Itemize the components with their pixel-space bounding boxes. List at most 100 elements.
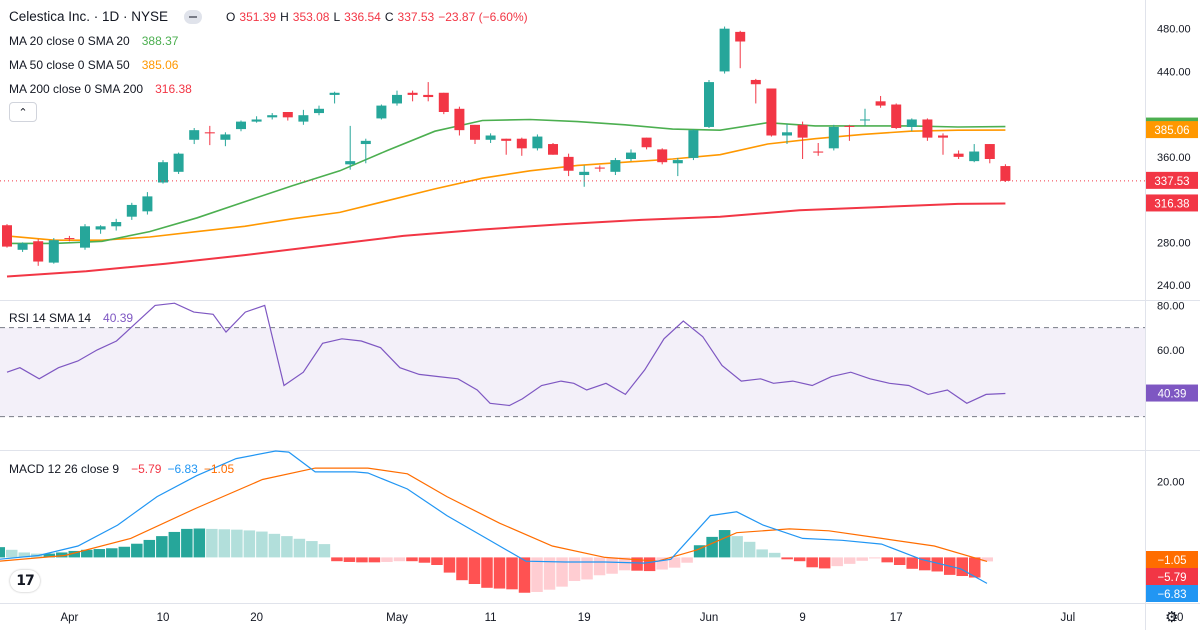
macd-histogram-bar <box>693 545 706 558</box>
collapse-indicators-button[interactable]: ⌃ <box>9 102 37 122</box>
candle-body <box>314 108 324 114</box>
ma200-line <box>6 202 1006 278</box>
time-tick-label: 17 <box>890 612 903 624</box>
macd-histogram-bar <box>918 557 931 571</box>
macd-histogram-bar <box>556 557 568 587</box>
macd-histogram-bar <box>931 557 943 572</box>
rsi-band-fill <box>0 327 1145 417</box>
macd-histogram-bar <box>593 557 606 576</box>
macd-axis-badge-label: −6.83 <box>1157 589 1186 601</box>
candle-body <box>797 124 808 138</box>
candle-body <box>376 105 387 119</box>
candle-body <box>501 138 512 141</box>
macd-histogram-bar <box>706 536 718 558</box>
open-label: O <box>226 9 236 24</box>
macd-histogram-bar <box>418 557 431 563</box>
macd-histogram-bar <box>406 557 418 562</box>
time-tick-label: Jul <box>1060 612 1075 624</box>
indicator-rsi[interactable]: RSI 14 SMA 14 40.39 <box>9 311 133 325</box>
time-tick-label: 10 <box>157 612 170 624</box>
macd-histogram-bar <box>656 557 668 570</box>
candle-body <box>345 161 356 165</box>
visibility-eye-icon[interactable] <box>184 9 203 24</box>
chart-header: Celestica Inc. · 1D · NYSE O 351.39 H 353.… <box>9 9 528 24</box>
macd-histogram-bar <box>468 557 481 584</box>
macd-histogram-bar <box>643 557 656 572</box>
macd-histogram-bar <box>906 557 918 569</box>
candle-body <box>251 119 262 122</box>
time-tick-label: Apr <box>60 612 78 624</box>
macd-histogram-bar <box>218 529 231 558</box>
price-tick-label: 360.00 <box>1157 152 1191 164</box>
candle-body <box>953 153 964 157</box>
price-axis-badge-label: 316.38 <box>1154 198 1189 210</box>
rsi-axis-badge <box>1146 384 1198 402</box>
candle-body <box>158 162 168 183</box>
macd-histogram-bar <box>806 557 818 568</box>
macd-histogram-bar <box>256 531 268 558</box>
macd-histogram-bar <box>106 548 118 558</box>
candle-body <box>360 140 371 145</box>
ma50-line <box>6 129 1006 241</box>
candle-body <box>906 119 917 127</box>
macd-histogram-bar <box>443 557 456 573</box>
macd-histogram-bar <box>668 557 681 568</box>
ma50-label: MA 50 close 0 SMA 50 <box>9 58 130 72</box>
macd-histogram-bar <box>156 536 168 558</box>
macd-axis-badge <box>1146 585 1198 602</box>
macd-histogram-bar <box>681 557 693 563</box>
candle-body <box>688 130 699 158</box>
macd-histogram-bar <box>393 557 406 562</box>
rsi-axis-badge-label: 40.39 <box>1158 389 1187 401</box>
candle-body <box>844 125 855 127</box>
candle-body <box>438 92 449 112</box>
candle-body <box>111 222 122 227</box>
candle-body <box>454 108 465 131</box>
macd-histogram-bar <box>868 557 881 559</box>
ma50-value: 385.06 <box>141 58 179 72</box>
candle-body <box>594 167 605 169</box>
candle-body <box>126 204 137 217</box>
high-value: 353.08 <box>292 9 330 24</box>
symbol-title[interactable]: Celestica Inc. · 1D · NYSE <box>9 9 169 24</box>
macd-histogram-bar <box>781 557 793 560</box>
time-tick-label: 19 <box>578 612 591 624</box>
indicator-ma200[interactable]: MA 200 close 0 SMA 200 316.38 <box>9 82 192 96</box>
macd-axis-badge <box>1146 551 1198 568</box>
macd-histogram-bar <box>131 543 143 558</box>
candle-body <box>719 28 730 72</box>
candle-body <box>17 243 28 250</box>
low-label: L <box>333 9 341 24</box>
macd-histogram-bar <box>606 557 618 574</box>
macd-histogram-bar <box>81 549 93 558</box>
price-axis-badge-label: 337.53 <box>1154 176 1189 188</box>
price-axis-badge <box>1146 194 1198 212</box>
indicator-macd[interactable]: MACD 12 26 close 9 −5.79 −6.83 −1.05 <box>9 462 234 476</box>
macd-histogram-bar <box>831 557 843 567</box>
candle-body <box>329 92 340 95</box>
candle-body <box>298 115 309 122</box>
macd-histogram-bar <box>193 528 206 558</box>
macd-histogram-bar <box>93 549 106 558</box>
macd-histogram-bar <box>306 541 318 558</box>
indicator-ma20[interactable]: MA 20 close 0 SMA 20 388.37 <box>9 34 178 48</box>
macd-histogram-bar <box>456 557 468 581</box>
close-value: 337.53 <box>397 9 435 24</box>
indicator-ma50[interactable]: MA 50 close 0 SMA 50 385.06 <box>9 58 178 72</box>
close-label: C <box>384 9 394 24</box>
macd-histogram-bar <box>43 553 56 558</box>
tradingview-logo-icon[interactable]: 17 <box>10 570 40 592</box>
change-value: −23.87 (−6.60%) <box>438 9 528 24</box>
macd-histogram-bar <box>568 557 581 581</box>
macd-histogram-bar <box>281 536 293 558</box>
macd-histogram-bar <box>381 557 393 562</box>
gear-icon[interactable]: ⚙ <box>1165 609 1179 626</box>
candle-body <box>485 135 496 140</box>
time-tick-label: May <box>386 612 408 624</box>
macd-histogram-bar <box>893 557 906 565</box>
price-tick-label: 280.00 <box>1157 237 1191 249</box>
candle-body <box>33 241 44 262</box>
candle-body <box>392 94 402 104</box>
macd-histogram-bar <box>793 557 806 562</box>
